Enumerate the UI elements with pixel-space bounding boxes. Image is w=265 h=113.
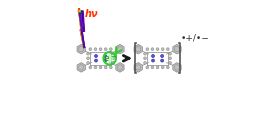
Circle shape (106, 55, 113, 62)
Circle shape (95, 55, 98, 58)
Polygon shape (77, 45, 85, 54)
Circle shape (87, 53, 89, 56)
Circle shape (94, 66, 97, 69)
Circle shape (99, 48, 102, 51)
Circle shape (151, 48, 154, 51)
Circle shape (161, 66, 164, 69)
Polygon shape (116, 63, 124, 73)
Circle shape (109, 48, 112, 51)
Circle shape (166, 66, 169, 69)
Polygon shape (80, 9, 85, 50)
Circle shape (161, 48, 164, 51)
Circle shape (112, 62, 114, 65)
Circle shape (112, 53, 114, 56)
Circle shape (144, 57, 146, 60)
Circle shape (109, 66, 112, 69)
Polygon shape (134, 63, 142, 73)
Circle shape (104, 60, 107, 62)
Text: $e^-$: $e^-$ (103, 54, 117, 64)
Circle shape (87, 62, 89, 65)
Circle shape (99, 66, 102, 69)
Circle shape (104, 55, 107, 58)
Circle shape (112, 57, 114, 60)
Circle shape (169, 57, 171, 60)
Circle shape (156, 66, 159, 69)
Circle shape (161, 55, 164, 58)
Polygon shape (134, 45, 142, 54)
Circle shape (89, 48, 92, 51)
Circle shape (151, 66, 154, 69)
Polygon shape (173, 45, 181, 54)
Circle shape (104, 66, 107, 69)
Circle shape (152, 55, 154, 58)
Circle shape (166, 48, 169, 51)
Polygon shape (173, 63, 181, 73)
Circle shape (144, 53, 146, 56)
Polygon shape (116, 45, 124, 54)
Circle shape (169, 62, 171, 65)
Circle shape (161, 60, 164, 62)
Circle shape (146, 66, 149, 69)
Circle shape (89, 66, 92, 69)
Polygon shape (77, 63, 85, 73)
Circle shape (144, 62, 146, 65)
Circle shape (146, 48, 149, 51)
Text: hν: hν (85, 9, 98, 19)
Circle shape (156, 48, 159, 51)
Circle shape (94, 48, 97, 51)
Circle shape (152, 60, 154, 62)
Circle shape (169, 53, 171, 56)
Text: •+/•−: •+/•− (181, 33, 210, 42)
Circle shape (104, 48, 107, 51)
Circle shape (95, 60, 98, 62)
Circle shape (87, 57, 89, 60)
